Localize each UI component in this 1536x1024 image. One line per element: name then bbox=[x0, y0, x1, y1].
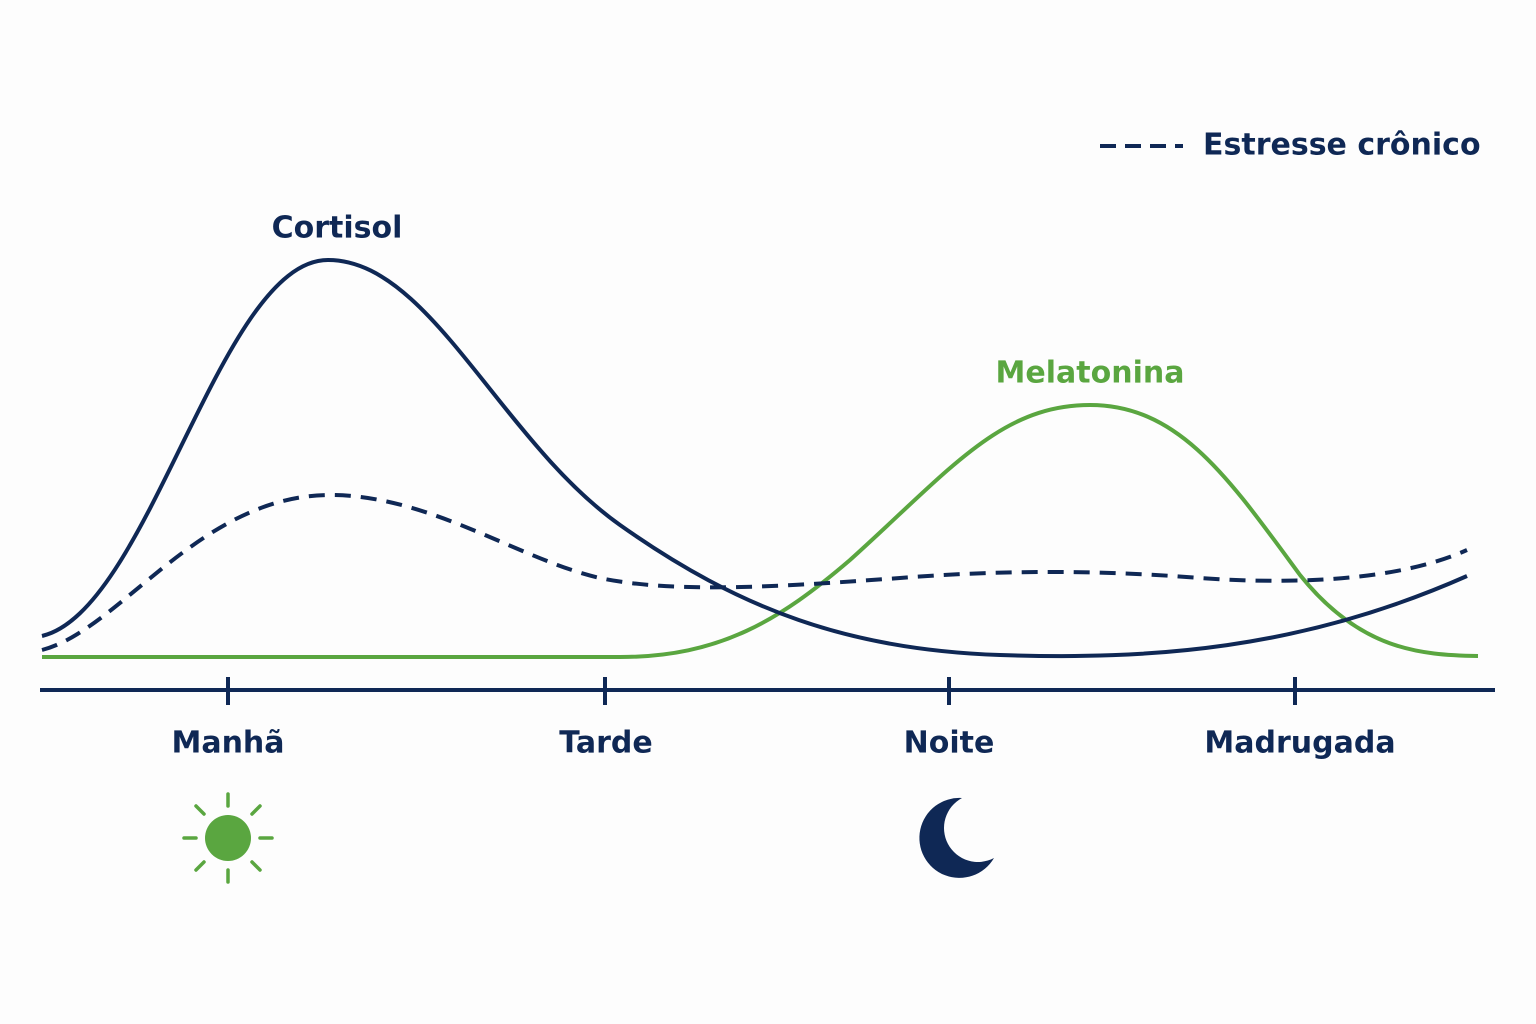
melatonin-label: Melatonina bbox=[996, 356, 1185, 391]
melatonin-curve bbox=[42, 402, 1479, 659]
axis-ticks bbox=[226, 677, 1297, 705]
cortisol-curve bbox=[41, 257, 1468, 659]
axis-label: Noite bbox=[904, 726, 995, 761]
cortisol-label: Cortisol bbox=[272, 211, 403, 246]
axis-label: Tarde bbox=[559, 726, 652, 761]
axis-label: Manhã bbox=[171, 726, 284, 761]
legend-label: Estresse crônico bbox=[1203, 128, 1481, 163]
axis-label: Madrugada bbox=[1204, 726, 1395, 761]
chronic-stress-curve bbox=[41, 492, 1468, 652]
sun-icon bbox=[182, 792, 274, 884]
moon-icon bbox=[919, 797, 994, 878]
